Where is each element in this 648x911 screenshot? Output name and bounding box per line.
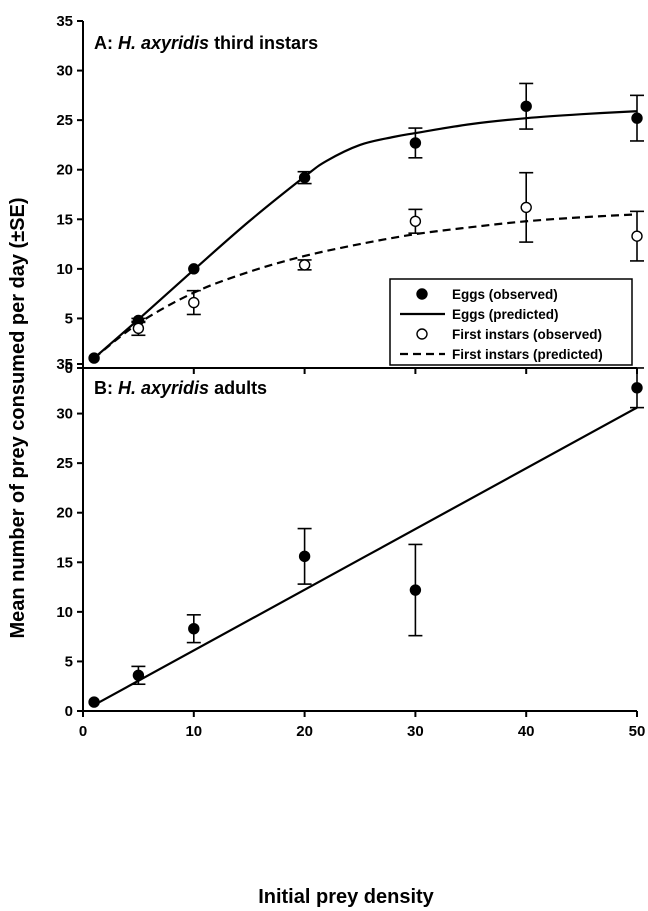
data-point-open [520, 201, 532, 214]
legend-marker-filled [416, 288, 428, 300]
legend-label: Eggs (observed) [452, 287, 558, 302]
x-tick-label: 20 [296, 723, 313, 740]
x-tick-label: 10 [185, 723, 202, 740]
y-tick-label: 25 [56, 455, 73, 472]
panel-a: 0 5 10 15 20 25 30 35 A: H. axyridis third inst… [56, 13, 644, 377]
y-axis-title: Mean number of prey consumed per day (±S… [7, 197, 29, 638]
data-point-filled [409, 137, 422, 149]
y-tick-label: 35 [56, 356, 73, 373]
y-tick-label: 15 [56, 211, 73, 228]
y-tick-label: 10 [56, 604, 73, 621]
y-tick-label: 35 [56, 13, 73, 30]
data-point-filled [409, 584, 422, 596]
legend-label: First instars (observed) [452, 327, 602, 342]
data-point-filled [188, 263, 200, 275]
predicted-line-dashed [93, 213, 638, 359]
y-tick-label: 20 [56, 505, 73, 522]
panel-a-species: H. axyridis [118, 33, 209, 53]
legend-box [389, 278, 633, 366]
data-point-open [298, 259, 311, 271]
data-point-filled [631, 112, 643, 124]
panel-a-title-rest: third instars [214, 33, 318, 53]
panel-b-species: H. axyridis [118, 378, 209, 398]
data-point-open [188, 296, 200, 309]
data-point-filled [298, 171, 311, 184]
y-tick-label: 0 [65, 703, 73, 720]
y-tick-label: 10 [56, 261, 73, 278]
y-tick-label: 15 [56, 554, 73, 571]
data-point-filled [132, 669, 145, 682]
panel-b-title-rest: adults [214, 378, 267, 398]
y-tick-label: 20 [56, 162, 73, 179]
legend: Eggs (observed) Eggs (predicted) First ins… [389, 278, 633, 366]
data-point-filled [88, 352, 100, 364]
panel-a-letter: A [94, 33, 107, 53]
y-tick-label: 30 [56, 63, 73, 80]
legend-marker-open [416, 328, 428, 340]
y-tick-label: 5 [65, 310, 73, 327]
x-tick-label: 0 [79, 723, 87, 740]
data-point-filled [188, 623, 200, 635]
x-tick-label: 40 [518, 723, 535, 740]
panel-b-letter: B [94, 378, 107, 398]
y-tick-label: 5 [65, 653, 73, 670]
y-tick-label: 0 [65, 360, 73, 377]
data-point-filled [520, 100, 532, 112]
panel-b-colon: : [107, 378, 118, 398]
y-tick-label: 25 [56, 112, 73, 129]
data-point-filled [298, 550, 311, 563]
data-point-open [132, 322, 145, 335]
x-axis-title: Initial prey density [258, 886, 434, 908]
data-point-filled [631, 382, 643, 394]
data-point-open [409, 215, 422, 227]
panel-a-colon: : [107, 33, 118, 53]
data-point-filled [88, 696, 100, 708]
panel-a-title: A: H. axyridis third instars [94, 33, 318, 53]
x-tick-label: 30 [407, 723, 424, 740]
y-tick-label: 30 [56, 406, 73, 423]
legend-label: Eggs (predicted) [452, 307, 559, 322]
panel-b-title: B: H. axyridis adults [94, 378, 267, 398]
x-tick-label: 50 [629, 723, 646, 740]
predicted-line [93, 406, 638, 707]
legend-label: First instars (predicted) [452, 347, 603, 362]
data-point-open [631, 230, 643, 242]
